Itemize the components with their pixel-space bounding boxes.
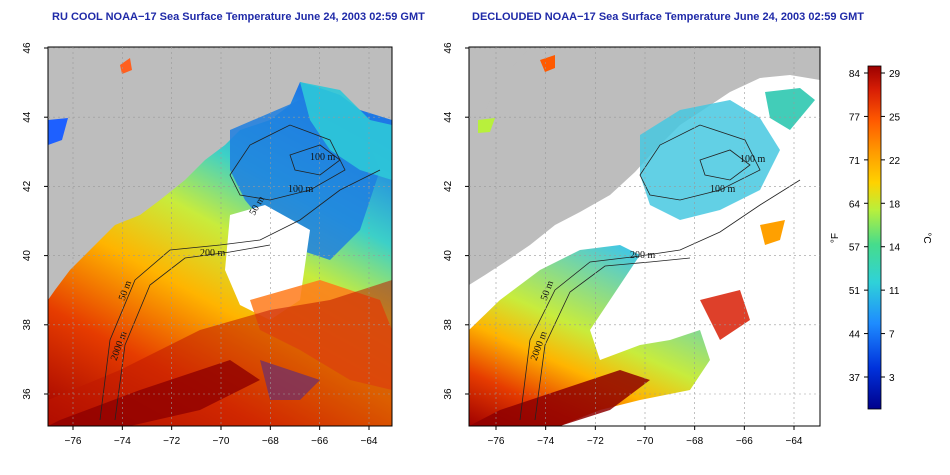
x-tick-label: −64: [361, 436, 378, 447]
contour-100m: [639, 124, 761, 201]
contour-200m: [114, 244, 271, 421]
x-tick-label: −76: [65, 436, 82, 447]
fahrenheit-tick-label: 64: [849, 199, 861, 210]
celsius-tick-label: 3: [889, 373, 895, 384]
y-tick-label: 42: [443, 180, 454, 192]
celsius-tick-label: 22: [889, 156, 901, 167]
fahrenheit-tick-label: 57: [849, 243, 861, 254]
cold-water-region: [300, 82, 392, 180]
celsius-label: °C: [921, 232, 932, 243]
left-map-axes: −76 −74 −72 −70 −68 −66 −64 36 38 40 42 44 46: [22, 42, 378, 447]
x-tick-label: −70: [213, 436, 230, 447]
celsius-tick-label: 29: [889, 69, 901, 80]
y-tick-label: 40: [443, 250, 454, 262]
y-tick-label: 44: [443, 111, 454, 123]
x-tick-label: −68: [262, 436, 279, 447]
warm-water-patch: [700, 290, 750, 340]
x-tick-label: −76: [488, 436, 505, 447]
contour-200m: [534, 257, 691, 421]
y-tick-label: 42: [22, 180, 33, 192]
right-map: [469, 47, 820, 426]
fahrenheit-tick-label: 37: [849, 373, 861, 384]
contour-label: 200 m: [630, 250, 656, 261]
celsius-tick-label: 7: [889, 330, 895, 341]
colorbar-ticks: 84 77 71 64 57 51 44 37 29 25 22 18 14 11 7 3: [849, 69, 901, 384]
celsius-tick-label: 11: [889, 286, 900, 297]
contour-label: 200 m: [200, 248, 226, 259]
cold-water-region: [765, 88, 815, 130]
gulf-stream: [48, 280, 392, 426]
y-tick-label: 40: [22, 250, 33, 262]
x-tick-label: −70: [637, 436, 654, 447]
x-tick-label: −66: [736, 436, 753, 447]
left-map-grid: [48, 47, 392, 426]
land-mass: [469, 47, 530, 135]
celsius-tick-label: 25: [889, 112, 901, 123]
contour-label: 100 m: [310, 152, 336, 163]
right-map-grid: [469, 47, 820, 426]
land-mass: [48, 47, 392, 300]
x-tick-label: −68: [686, 436, 703, 447]
fahrenheit-tick-label: 51: [849, 286, 861, 297]
x-tick-label: −72: [163, 436, 180, 447]
contour-100m: [229, 124, 346, 201]
fahrenheit-label: °F: [830, 233, 841, 243]
contour-label: 100 m: [288, 184, 314, 195]
warm-water-patch: [478, 118, 495, 133]
celsius-tick-label: 14: [889, 243, 901, 254]
right-map-title: DECLOUDED NOAA−17 Sea Surface Temperatur…: [472, 11, 864, 23]
fahrenheit-tick-label: 44: [849, 330, 861, 341]
x-tick-label: −66: [311, 436, 328, 447]
contour-2000m: [99, 169, 381, 421]
sea-surface-field: [469, 245, 710, 426]
warm-water-patch: [760, 220, 785, 245]
left-map-title: RU COOL NOAA−17 Sea Surface Temperature …: [52, 11, 425, 23]
warm-water-patch: [540, 55, 555, 72]
y-tick-label: 46: [22, 42, 33, 54]
fahrenheit-tick-label: 71: [849, 156, 861, 167]
x-tick-label: −64: [786, 436, 803, 447]
celsius-tick-label: 18: [889, 199, 901, 210]
x-tick-label: −72: [587, 436, 604, 447]
fahrenheit-tick-label: 77: [849, 112, 861, 123]
colorbar: [867, 65, 882, 410]
contour-2000m: [519, 179, 801, 421]
fahrenheit-tick-label: 84: [849, 69, 861, 80]
y-tick-label: 46: [443, 42, 454, 54]
x-tick-label: −74: [537, 436, 554, 447]
gulf-stream-core: [469, 370, 650, 426]
right-map-axes: −76 −74 −72 −70 −68 −66 −64 36 38 40 42 44 46: [443, 42, 803, 447]
warm-water-patch: [120, 58, 132, 74]
y-tick-label: 36: [22, 388, 33, 400]
y-tick-label: 44: [22, 111, 33, 123]
land-mass: [469, 47, 820, 285]
y-tick-label: 38: [443, 319, 454, 331]
contour-100m: [699, 149, 751, 181]
y-tick-label: 36: [443, 388, 454, 400]
cold-water-region: [640, 100, 780, 220]
x-tick-label: −74: [114, 436, 131, 447]
contour-100m: [289, 144, 341, 176]
left-map: [48, 47, 392, 426]
contour-label: 100 m: [740, 154, 766, 165]
land-mass: [48, 47, 110, 135]
contour-label: 100 m: [710, 184, 736, 195]
y-tick-label: 38: [22, 319, 33, 331]
left-map-frame: [47, 46, 393, 427]
cold-water-patch: [48, 118, 68, 145]
